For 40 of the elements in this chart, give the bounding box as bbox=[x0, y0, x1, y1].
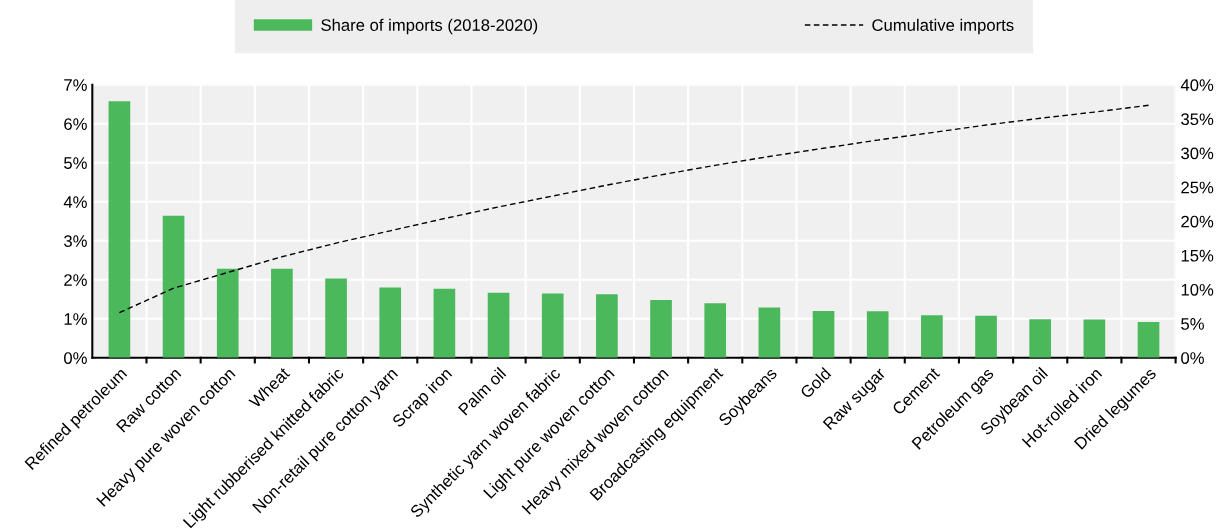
y-tick-label: 1% bbox=[64, 313, 87, 325]
bar bbox=[650, 300, 672, 358]
bar bbox=[1137, 321, 1160, 358]
y-tick-label: 2% bbox=[64, 274, 87, 286]
y2-tick-label: 0% bbox=[1181, 352, 1204, 364]
y2-tick-label: 10% bbox=[1181, 283, 1214, 296]
y2-tick-label: 15% bbox=[1181, 249, 1214, 262]
bar bbox=[596, 294, 618, 358]
y2-tick-label: 40% bbox=[1180, 79, 1214, 91]
y2-tick-label: 25% bbox=[1181, 181, 1214, 194]
y2-tick-label: 35% bbox=[1181, 113, 1214, 126]
bar bbox=[921, 315, 943, 358]
bar bbox=[433, 288, 456, 358]
y2-tick-label: 30% bbox=[1181, 147, 1214, 160]
bar bbox=[1083, 319, 1106, 358]
y2-tick-label: 5% bbox=[1181, 318, 1204, 330]
bar bbox=[379, 287, 402, 358]
y-tick-label: 6% bbox=[64, 118, 87, 130]
y-tick-label: 5% bbox=[64, 157, 87, 169]
bar bbox=[325, 278, 347, 358]
bar bbox=[487, 292, 510, 358]
y-tick-label: 7% bbox=[64, 79, 87, 91]
bar bbox=[704, 303, 727, 358]
y-tick-label: 3% bbox=[64, 235, 87, 247]
bar bbox=[162, 215, 185, 358]
bar bbox=[975, 315, 997, 358]
bar bbox=[758, 307, 781, 358]
bar bbox=[271, 268, 293, 358]
bar bbox=[541, 293, 564, 358]
line-series bbox=[118, 104, 1150, 314]
legend-label: Share of imports (2018-2020) bbox=[321, 18, 538, 35]
y-tick-label: 0% bbox=[64, 352, 87, 364]
legend-label: Cumulative imports bbox=[872, 18, 1014, 35]
bar bbox=[108, 101, 131, 358]
bar bbox=[216, 268, 239, 358]
bar bbox=[1029, 319, 1052, 358]
bar bbox=[812, 310, 835, 358]
bar bbox=[866, 311, 889, 358]
y2-tick-label: 20% bbox=[1181, 215, 1214, 228]
y-tick-label: 4% bbox=[63, 196, 87, 208]
